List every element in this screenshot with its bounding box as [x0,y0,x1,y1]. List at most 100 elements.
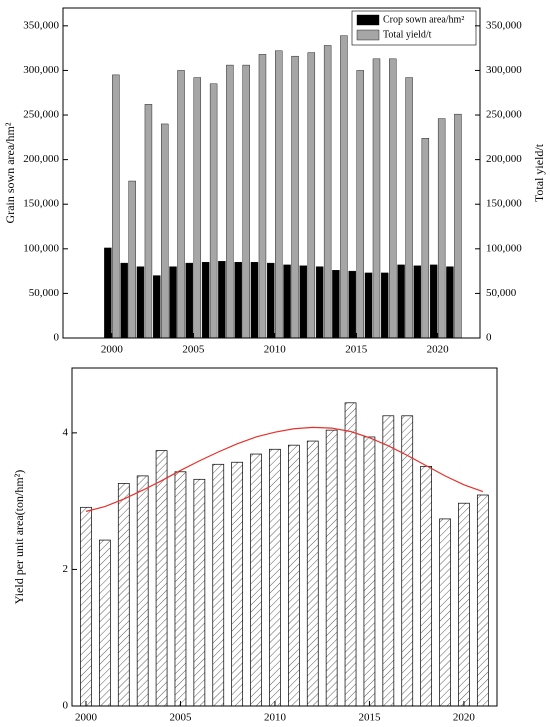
bar [420,465,432,707]
bar [153,275,161,339]
bar [136,475,149,707]
y-tick-label: 300,000 [23,64,59,76]
y2-tick-label: 250,000 [486,109,522,121]
bar [120,262,128,339]
bar [307,52,316,339]
bar [242,64,250,339]
bar [250,261,259,339]
bar [372,58,381,339]
bar [250,453,262,707]
y-tick-label: 250,000 [23,109,59,121]
x-tick-label: 2015 [345,344,368,356]
y2-tick-label: 100,000 [486,242,522,254]
x-tick-label: 2020 [453,712,476,724]
bar [325,429,338,707]
y2-tick-label: 350,000 [486,19,522,31]
bar [117,483,130,707]
bar [397,264,405,339]
bar [315,266,324,339]
legend-swatch [356,29,380,41]
bar [291,55,299,339]
y2-axis-title: Total yield/t [532,143,546,202]
bar [446,266,454,339]
y2-tick-label: 300,000 [486,64,522,76]
bar [234,261,242,339]
y-tick-label: 150,000 [23,198,59,210]
bar [169,266,177,339]
bar [458,502,470,707]
bar [401,415,414,707]
bar [332,270,340,339]
bar [161,123,169,339]
bar [174,471,187,707]
bar [429,264,438,339]
bar [193,478,206,707]
trend-line [85,426,484,512]
x-tick-label: 2010 [264,712,287,724]
bar [104,247,112,339]
bar [226,64,234,339]
bar [201,261,210,339]
bar [405,77,413,339]
y-tick-label: 50,000 [29,287,60,299]
x-tick-label: 2015 [358,712,381,724]
bar [363,436,376,707]
bar [476,494,489,707]
legend-swatch [356,14,380,26]
bar [209,83,218,339]
bar [421,138,430,339]
bar [267,262,275,339]
y-axis-title: Yield per unit area(ton/hm²) [12,470,26,605]
bar [340,35,348,339]
x-tick-label: 2020 [427,344,450,356]
bar [112,74,120,339]
bar [212,463,225,707]
bar [231,461,244,707]
legend-label: Total yield/t [383,29,432,40]
bar [275,50,283,339]
bar [348,270,356,339]
bar [454,113,462,339]
bar [323,45,332,339]
y-axis-title: Grain sown area/hm² [3,122,17,223]
bar [136,266,145,339]
y-tick-label: 0 [54,332,60,344]
x-tick-label: 2000 [75,712,98,724]
y-tick-label: 2 [63,563,69,575]
bar [288,444,300,707]
plot-frame [71,367,498,707]
y-tick-label: 200,000 [23,153,59,165]
bar [283,264,291,339]
bar [99,539,111,707]
bar [269,448,281,707]
y-tick-label: 4 [63,426,69,438]
y2-tick-label: 0 [486,332,492,344]
bar [437,118,446,339]
bar [218,261,226,339]
legend-label: Crop sown area/hm² [383,14,464,25]
y2-tick-label: 200,000 [486,153,522,165]
bar [128,180,136,339]
x-tick-label: 2005 [169,712,192,724]
bar [177,70,185,339]
bar [356,70,364,339]
plot-frame [62,7,481,339]
y-tick-label: 350,000 [23,19,59,31]
bar [185,262,194,339]
y2-tick-label: 150,000 [486,198,522,210]
bar [306,440,319,707]
y-tick-label: 0 [63,700,69,712]
bar [80,506,92,707]
x-tick-label: 2000 [101,344,124,356]
y-tick-label: 100,000 [23,242,59,254]
bar [364,272,373,339]
bar [439,518,451,707]
bar [382,415,395,707]
bar [144,104,153,339]
bar [193,77,202,339]
x-tick-label: 2005 [182,344,205,356]
y2-tick-label: 50,000 [486,287,517,299]
x-tick-label: 2010 [264,344,287,356]
bar [299,265,308,339]
